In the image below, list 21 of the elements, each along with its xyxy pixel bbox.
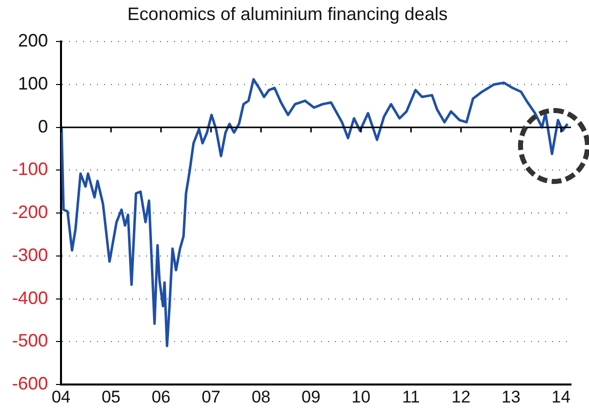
x-tick-label: 04 bbox=[52, 387, 70, 406]
y-tick-label: -400 bbox=[12, 288, 48, 308]
chart-title: Economics of aluminium financing deals bbox=[127, 4, 448, 24]
x-tick-label: 09 bbox=[302, 387, 320, 406]
x-tick-label: 08 bbox=[252, 387, 270, 406]
x-tick-label: 10 bbox=[352, 387, 370, 406]
x-tick-label: 07 bbox=[202, 387, 220, 406]
y-tick-label: -600 bbox=[12, 374, 48, 394]
x-tick-label: 05 bbox=[102, 387, 120, 406]
y-tick-label: 100 bbox=[18, 73, 48, 94]
y-tick-label: -500 bbox=[12, 330, 48, 351]
x-tick-label: 14 bbox=[552, 387, 570, 406]
x-tick-label: 12 bbox=[452, 387, 470, 406]
y-tick-label: -200 bbox=[12, 202, 48, 222]
y-tick-label: -100 bbox=[12, 159, 48, 180]
x-tick-label: 11 bbox=[402, 387, 420, 406]
y-tick-label: 0 bbox=[38, 116, 48, 136]
x-tick-label: 06 bbox=[152, 387, 170, 406]
x-tick-label: 13 bbox=[502, 387, 520, 406]
y-tick-label: 200 bbox=[18, 30, 48, 51]
y-tick-label: -300 bbox=[12, 244, 48, 265]
